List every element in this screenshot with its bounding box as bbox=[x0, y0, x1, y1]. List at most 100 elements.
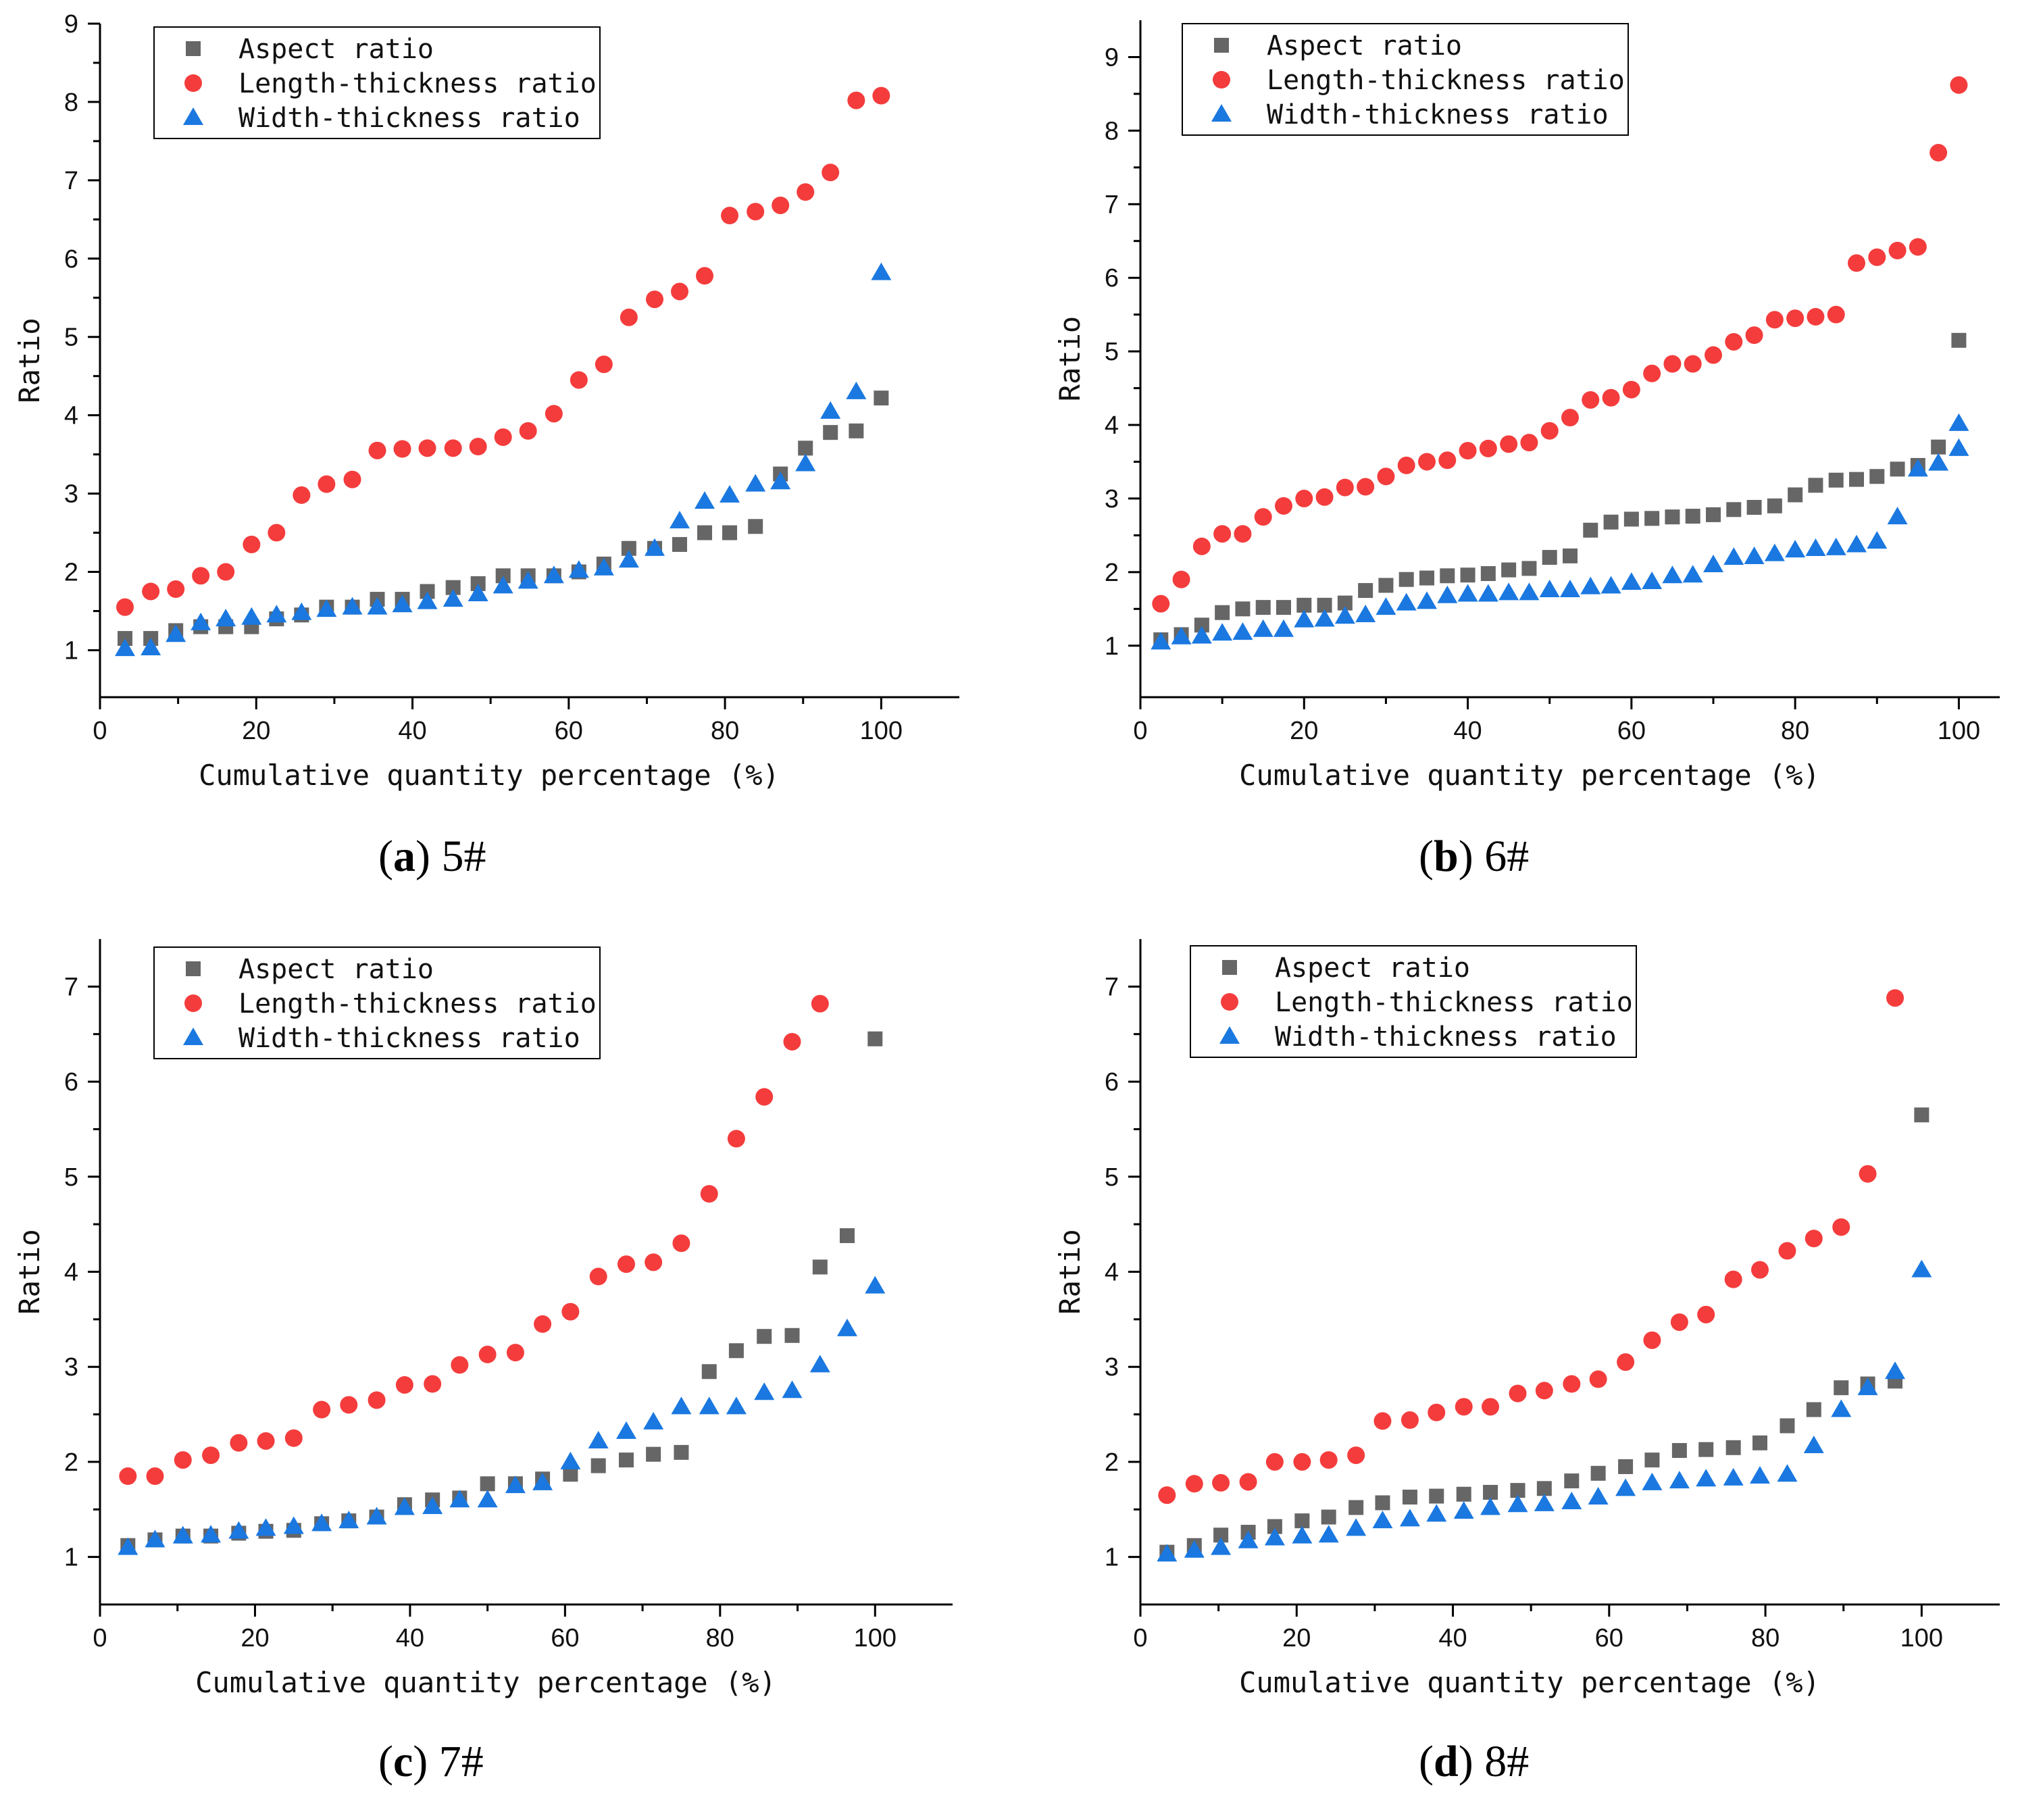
data-point bbox=[1440, 568, 1455, 584]
data-point bbox=[1622, 380, 1640, 399]
data-point bbox=[1617, 1353, 1635, 1371]
panel-caption: (a) 5# bbox=[378, 832, 486, 881]
data-point bbox=[445, 580, 461, 595]
data-point bbox=[1914, 1107, 1929, 1123]
data-point bbox=[588, 1430, 609, 1448]
data-point bbox=[167, 580, 185, 599]
y-tick-label: 5 bbox=[64, 324, 78, 352]
data-point bbox=[1185, 1475, 1203, 1493]
data-point bbox=[316, 599, 337, 617]
caption-letter: b bbox=[1433, 832, 1459, 881]
data-point bbox=[338, 1511, 359, 1529]
x-tick-label: 100 bbox=[860, 717, 903, 745]
data-point bbox=[1238, 1530, 1259, 1548]
caption-letter: d bbox=[1433, 1737, 1459, 1786]
data-point bbox=[202, 1446, 220, 1465]
data-point bbox=[1428, 1403, 1446, 1421]
legend-box bbox=[153, 946, 601, 1059]
data-point bbox=[645, 1253, 663, 1271]
data-point bbox=[1600, 576, 1621, 594]
data-point bbox=[1437, 585, 1458, 603]
legend-marker bbox=[183, 1028, 203, 1045]
data-point bbox=[1510, 1483, 1525, 1498]
data-point bbox=[1846, 534, 1867, 553]
data-point bbox=[1663, 355, 1682, 373]
data-point bbox=[1212, 623, 1233, 641]
data-point bbox=[1929, 144, 1948, 162]
data-point bbox=[1401, 1411, 1419, 1430]
series-width-thickness-ratio bbox=[118, 1275, 886, 1555]
data-point bbox=[865, 1275, 886, 1294]
data-point bbox=[1254, 508, 1272, 526]
panel-caption: (b) 6# bbox=[1419, 832, 1530, 881]
data-point bbox=[1590, 1465, 1606, 1481]
y-tick-label: 3 bbox=[64, 480, 78, 509]
data-point bbox=[119, 1467, 137, 1486]
data-point bbox=[757, 1329, 772, 1344]
legend-label: Length-thickness ratio bbox=[1275, 987, 1633, 1018]
data-point bbox=[1785, 540, 1806, 558]
chart-panel-c: 0 20 40 60 80 100 1 2 3 4 5 6 7 Cumulative quantity p… bbox=[13, 939, 953, 1699]
data-point bbox=[1521, 561, 1537, 576]
data-point bbox=[1589, 1370, 1607, 1388]
legend-marker bbox=[1219, 1026, 1240, 1044]
caption-text: 6# bbox=[1484, 832, 1530, 881]
data-point bbox=[1642, 572, 1663, 590]
data-point bbox=[1951, 332, 1967, 348]
data-point bbox=[118, 1537, 138, 1555]
data-point bbox=[1321, 1509, 1336, 1525]
y-tick-label: 4 bbox=[1105, 411, 1119, 440]
data-point bbox=[1563, 1375, 1581, 1393]
legend-label: Length-thickness ratio bbox=[238, 988, 597, 1019]
data-point bbox=[1931, 439, 1946, 455]
data-point bbox=[560, 1451, 581, 1469]
series-aspect-ratio bbox=[1159, 1107, 1929, 1560]
data-point bbox=[1235, 601, 1251, 617]
data-point bbox=[1803, 1436, 1824, 1454]
caption-text: 8# bbox=[1484, 1737, 1530, 1786]
data-point bbox=[1948, 413, 1969, 431]
x-tick-label: 20 bbox=[1290, 717, 1318, 745]
data-point bbox=[1459, 442, 1477, 460]
data-point bbox=[849, 423, 864, 438]
data-point bbox=[1669, 1471, 1690, 1489]
data-point bbox=[1438, 451, 1457, 470]
data-point bbox=[1500, 435, 1518, 453]
x-axis-title: Cumulative quantity percentage (%) bbox=[1239, 759, 1820, 792]
legend-marker bbox=[1221, 993, 1238, 1011]
x-tick-label: 100 bbox=[1900, 1624, 1943, 1652]
data-point bbox=[1825, 537, 1846, 555]
y-tick-label: 1 bbox=[64, 636, 78, 665]
y-tick-label: 6 bbox=[1105, 264, 1119, 293]
y-tick-label: 3 bbox=[64, 1353, 78, 1382]
y-tick-label: 1 bbox=[64, 1544, 78, 1572]
data-point bbox=[1293, 1452, 1311, 1471]
y-tick-label: 3 bbox=[1105, 1353, 1119, 1382]
series-width-thickness-ratio bbox=[1151, 413, 1969, 650]
data-point bbox=[617, 1255, 635, 1273]
data-point bbox=[872, 86, 890, 105]
data-point bbox=[1372, 1511, 1393, 1529]
data-point bbox=[1857, 1377, 1878, 1396]
data-point bbox=[1706, 507, 1721, 522]
data-point bbox=[422, 1496, 443, 1515]
data-point bbox=[1429, 1488, 1444, 1504]
data-point bbox=[867, 1031, 883, 1046]
x-tick-label: 80 bbox=[706, 1624, 734, 1652]
data-point bbox=[1909, 238, 1927, 256]
data-point bbox=[643, 1411, 664, 1430]
series-aspect-ratio bbox=[120, 1031, 883, 1553]
data-point bbox=[1827, 305, 1845, 324]
data-point bbox=[191, 612, 211, 630]
data-point bbox=[674, 1444, 689, 1460]
data-point bbox=[809, 1355, 830, 1373]
data-point bbox=[1540, 422, 1559, 440]
data-point bbox=[1539, 579, 1560, 597]
data-point bbox=[721, 207, 739, 225]
x-tick-label: 20 bbox=[242, 717, 270, 745]
y-tick-label: 9 bbox=[64, 10, 78, 39]
data-point bbox=[1828, 472, 1844, 488]
data-point bbox=[1535, 1382, 1553, 1400]
legend-marker bbox=[1214, 38, 1229, 53]
